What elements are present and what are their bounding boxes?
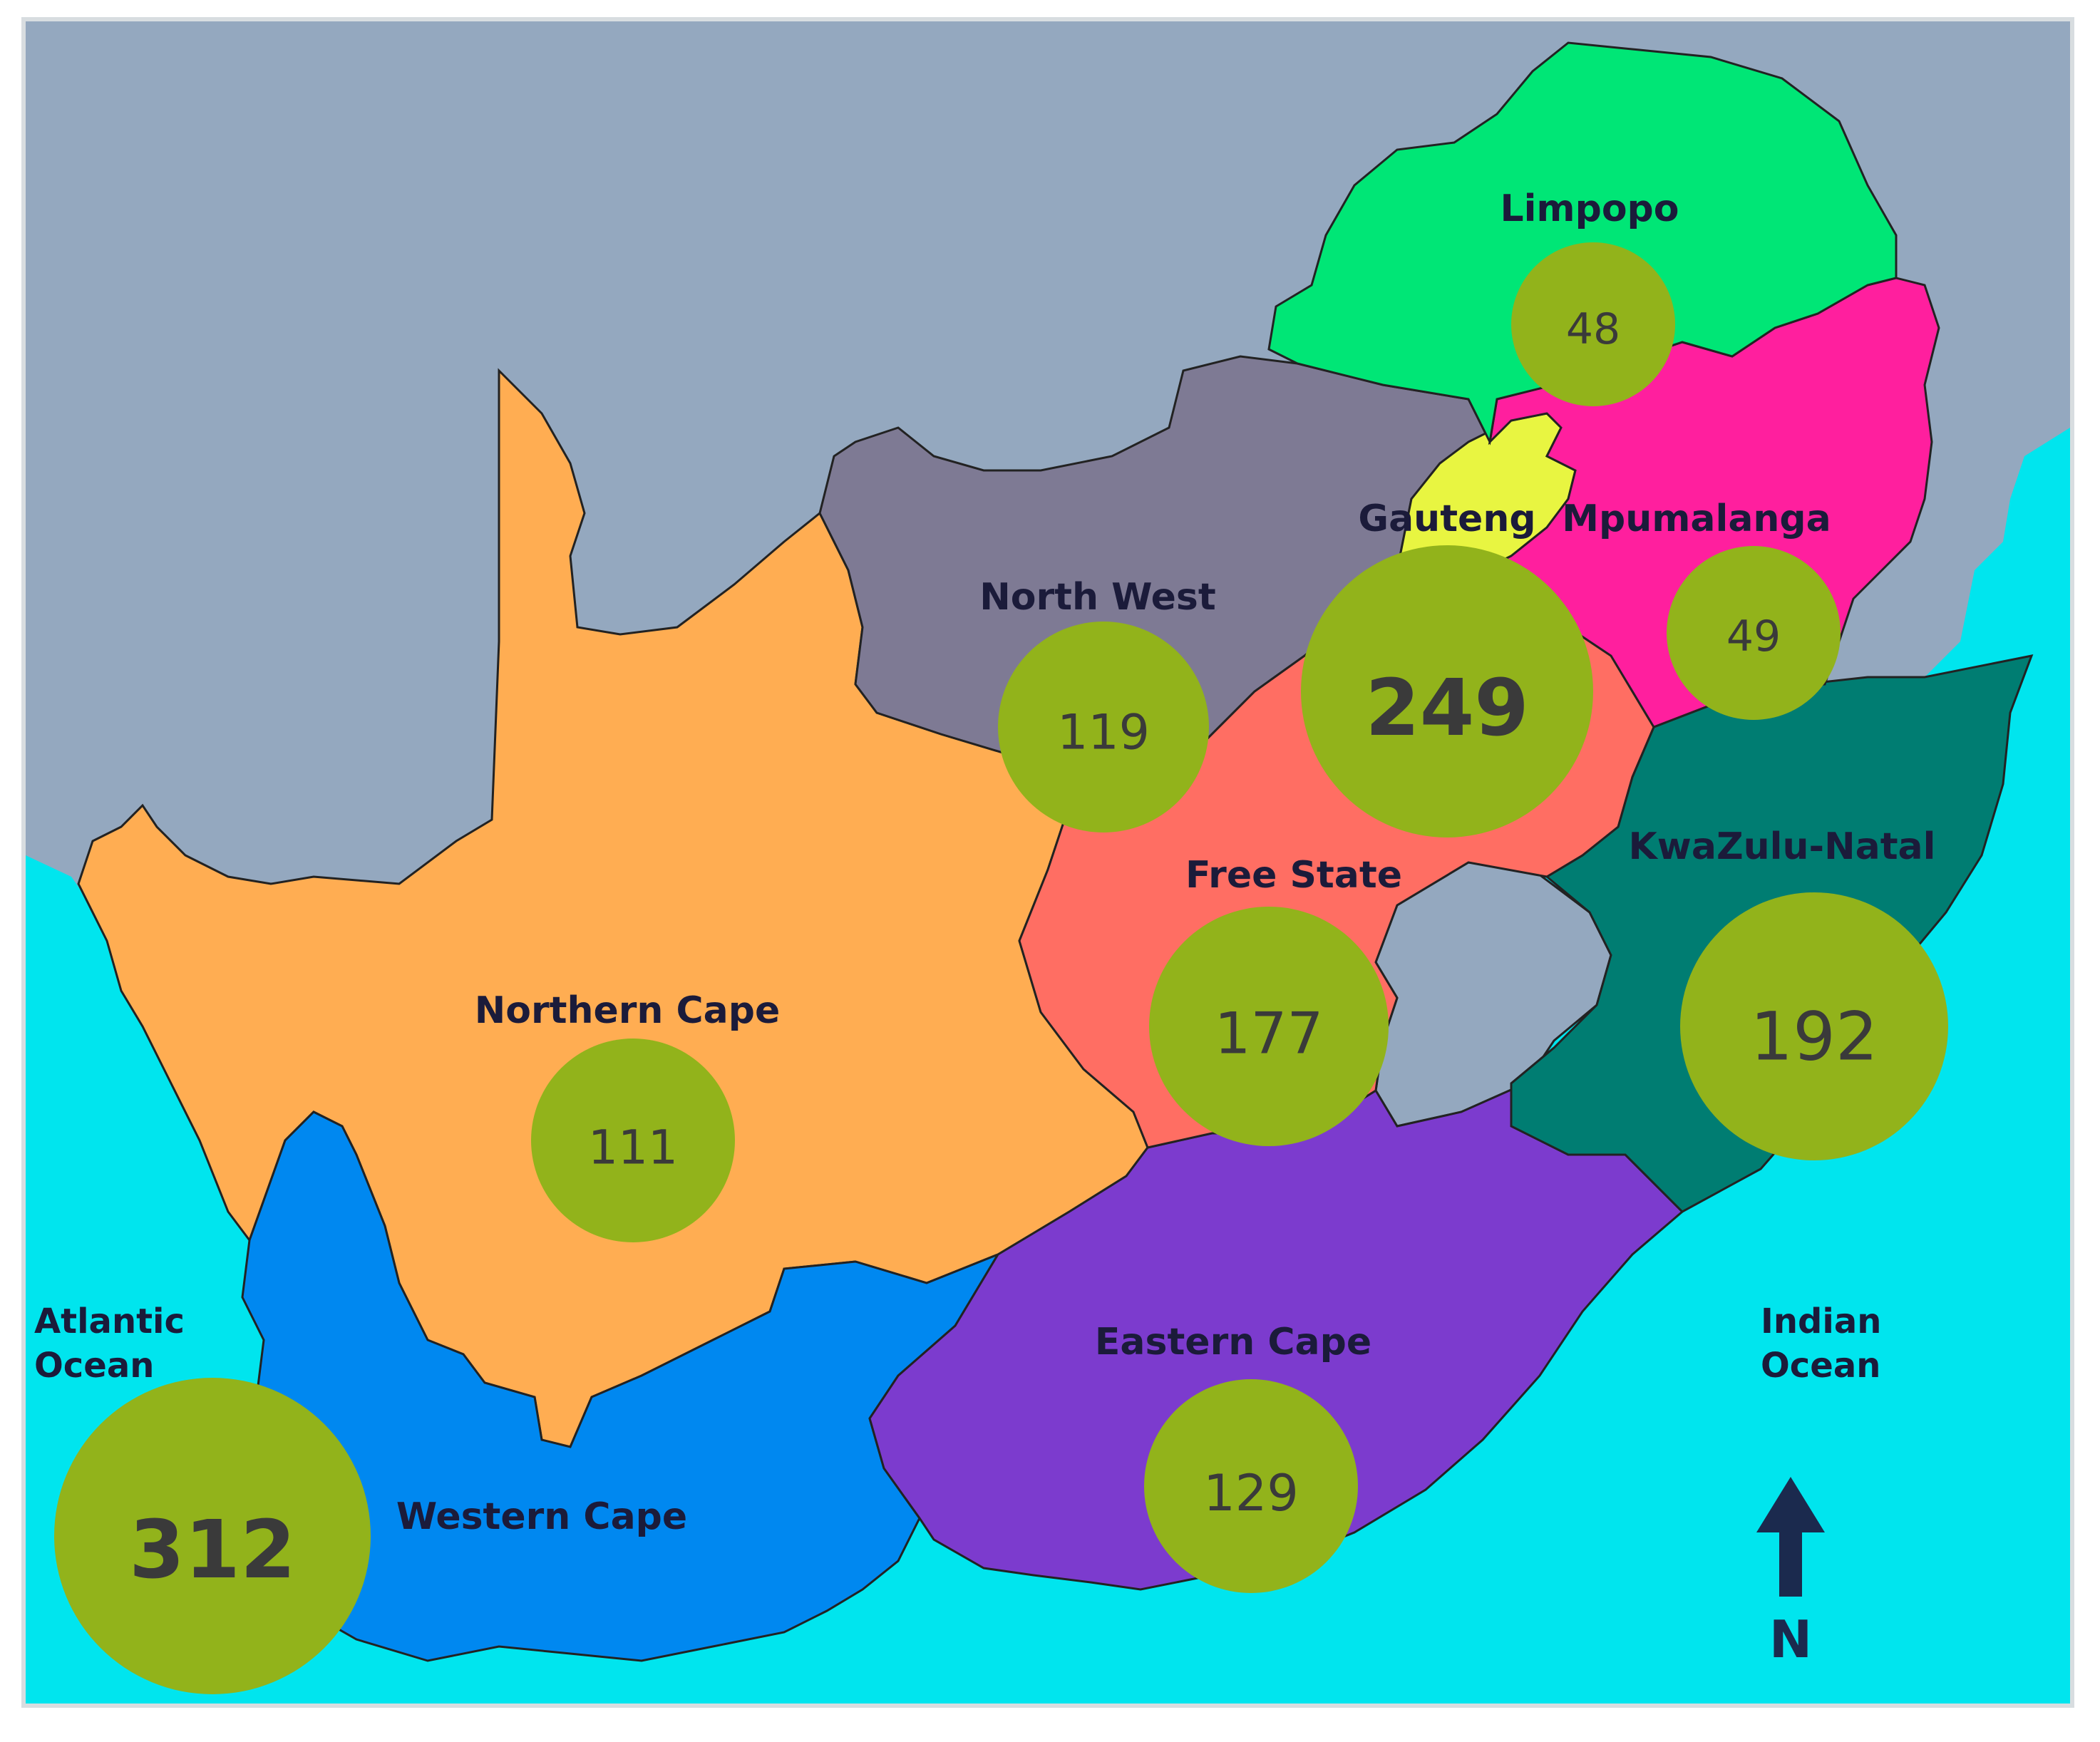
- bubble-mpumalanga: 49: [1667, 546, 1841, 720]
- bubble-circle: [1511, 242, 1675, 406]
- label-northern-cape: Northern Cape: [475, 989, 781, 1032]
- bubble-circle: [531, 1038, 735, 1242]
- label-atlantic-ocean-line1: Atlantic: [34, 1302, 185, 1341]
- bubble-northern-cape: 111: [531, 1038, 735, 1242]
- count-mpumalanga: 49: [1726, 612, 1781, 661]
- label-atlantic-ocean-line2: Ocean: [34, 1346, 154, 1386]
- north-arrow: N: [1756, 1477, 1825, 1669]
- label-eastern-cape: Eastern Cape: [1095, 1321, 1371, 1364]
- label-kwazulu-natal: KwaZulu-Natal: [1629, 825, 1936, 868]
- bubble-circle: [1144, 1379, 1358, 1593]
- label-north-west: North West: [979, 576, 1215, 619]
- count-western-cape: 312: [129, 1504, 296, 1597]
- label-western-cape: Western Cape: [396, 1495, 687, 1538]
- count-kwazulu-natal: 192: [1750, 999, 1878, 1076]
- bubble-circle: [1667, 546, 1841, 720]
- count-gauteng: 249: [1365, 662, 1529, 753]
- count-free-state: 177: [1215, 1001, 1324, 1067]
- province-limpopo: [1267, 41, 1898, 445]
- count-northern-cape: 111: [588, 1120, 678, 1175]
- label-limpopo: Limpopo: [1500, 187, 1679, 230]
- bubble-circle: [1680, 892, 1948, 1160]
- label-gauteng: Gauteng: [1358, 498, 1535, 540]
- label-indian-ocean-line2: Ocean: [1761, 1346, 1880, 1386]
- label-free-state: Free State: [1185, 854, 1402, 897]
- bubble-circle: [1301, 545, 1593, 838]
- bubble-western-cape: 312: [54, 1378, 371, 1694]
- bubble-kwazulu-natal: 192: [1680, 892, 1948, 1160]
- bubble-circle: [998, 622, 1209, 833]
- count-eastern-cape: 129: [1203, 1464, 1299, 1522]
- north-arrow-icon: [1756, 1477, 1825, 1597]
- bubble-eastern-cape: 129: [1144, 1379, 1358, 1593]
- bubble-north-west: 119: [998, 622, 1209, 833]
- bubble-gauteng: 249: [1301, 545, 1593, 838]
- bubble-free-state: 177: [1149, 907, 1389, 1146]
- bubble-circle: [1149, 907, 1389, 1146]
- label-indian-ocean-line1: Indian: [1761, 1302, 1881, 1341]
- count-north-west: 119: [1057, 705, 1150, 761]
- bubble-limpopo: 48: [1511, 242, 1675, 406]
- count-limpopo: 48: [1566, 304, 1620, 354]
- bubble-circle: [54, 1378, 371, 1694]
- label-mpumalanga: Mpumalanga: [1562, 498, 1831, 540]
- north-label: N: [1769, 1609, 1812, 1669]
